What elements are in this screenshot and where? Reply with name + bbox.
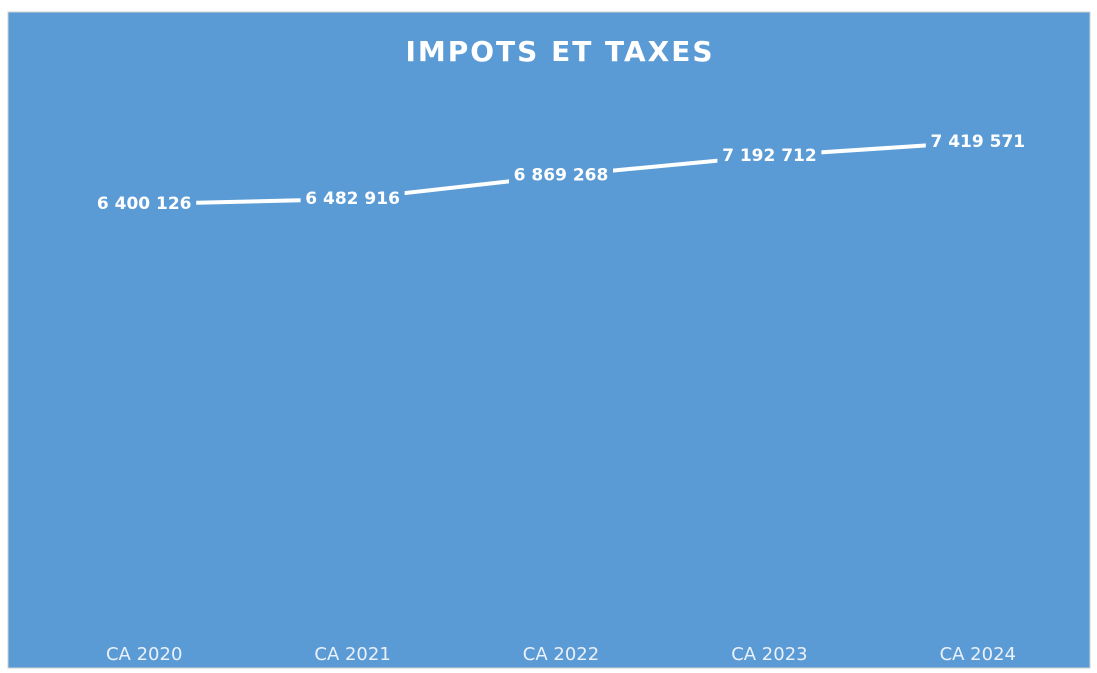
label-background	[925, 129, 1030, 155]
data-label: 7 192 712	[722, 146, 817, 166]
x-tick-label: CA 2020	[106, 644, 182, 665]
data-label: 6 400 126	[97, 194, 192, 214]
chart-title: IMPOTS ET TAXES	[405, 35, 714, 68]
x-tick-label: CA 2021	[314, 644, 390, 665]
data-label: 6 482 916	[305, 189, 400, 209]
data-label: 7 419 571	[930, 132, 1025, 152]
label-background	[300, 185, 405, 212]
data-label: 6 869 268	[514, 165, 609, 185]
label-background	[92, 191, 197, 217]
x-tick-label: CA 2024	[940, 644, 1016, 665]
label-background	[717, 142, 822, 169]
chart-area	[7, 11, 1091, 669]
x-tick-label: CA 2022	[523, 644, 599, 665]
label-background	[509, 162, 613, 189]
x-tick-label: CA 2023	[731, 644, 807, 665]
